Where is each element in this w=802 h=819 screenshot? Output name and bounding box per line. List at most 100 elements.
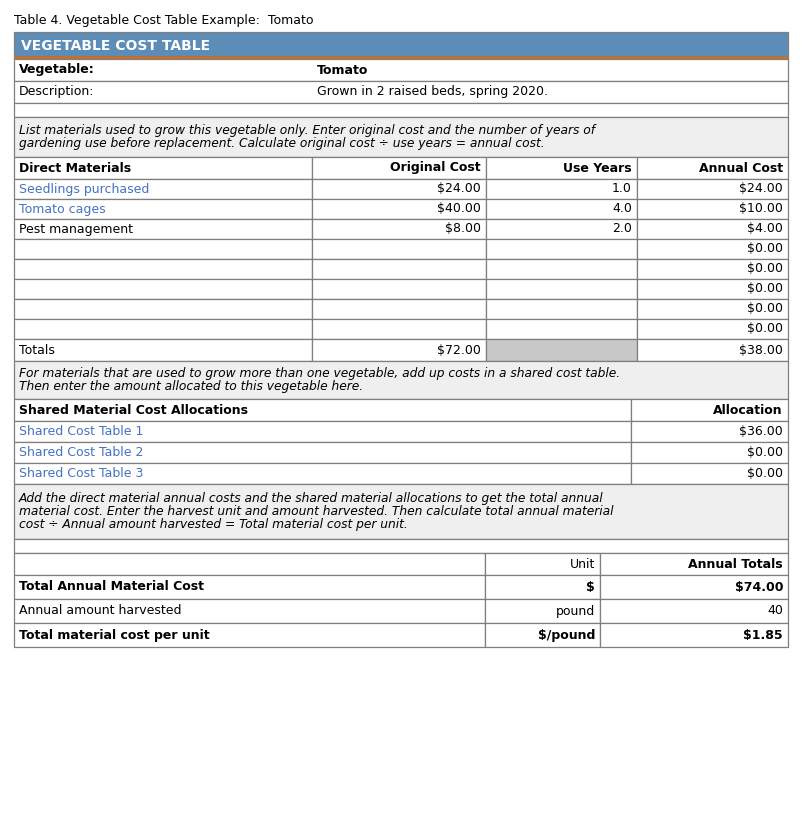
Text: $74.00: $74.00 [735, 581, 783, 594]
Text: Shared Material Cost Allocations: Shared Material Cost Allocations [19, 404, 248, 417]
Bar [14, 117, 788, 157]
Text: pound: pound [556, 604, 595, 618]
Text: $: $ [586, 581, 595, 594]
Bar [637, 239, 788, 259]
Bar [312, 299, 486, 319]
Bar [14, 575, 485, 599]
Text: $1.85: $1.85 [743, 628, 783, 641]
Text: 2.0: 2.0 [612, 223, 632, 236]
Bar [312, 179, 486, 199]
Bar [14, 484, 788, 539]
Bar [486, 319, 637, 339]
Bar [600, 575, 788, 599]
Text: Annual Totals: Annual Totals [688, 558, 783, 571]
Bar [631, 442, 788, 463]
Bar [14, 599, 485, 623]
Bar [14, 539, 788, 553]
Text: Total Annual Material Cost: Total Annual Material Cost [19, 581, 204, 594]
Bar [600, 599, 788, 623]
Bar [14, 623, 485, 647]
Text: $24.00: $24.00 [437, 183, 481, 196]
Text: Shared Cost Table 3: Shared Cost Table 3 [19, 467, 144, 480]
Text: Use Years: Use Years [563, 161, 632, 174]
Text: $0.00: $0.00 [747, 302, 783, 315]
Bar [14, 179, 312, 199]
Text: $8.00: $8.00 [445, 223, 481, 236]
Bar [312, 259, 486, 279]
Bar [637, 299, 788, 319]
Text: List materials used to grow this vegetable only. Enter original cost and the num: List materials used to grow this vegetab… [19, 124, 595, 137]
Bar [486, 239, 637, 259]
Text: Description:: Description: [19, 85, 95, 98]
Bar [637, 179, 788, 199]
Bar [14, 59, 788, 81]
Bar [14, 463, 631, 484]
Bar [14, 421, 631, 442]
Text: $36.00: $36.00 [739, 425, 783, 438]
Text: Table 4. Vegetable Cost Table Example:  Tomato: Table 4. Vegetable Cost Table Example: T… [14, 14, 314, 27]
Text: material cost. Enter the harvest unit and amount harvested. Then calculate total: material cost. Enter the harvest unit an… [19, 505, 614, 518]
Bar [14, 157, 312, 179]
Text: $4.00: $4.00 [747, 223, 783, 236]
Text: $10.00: $10.00 [739, 202, 783, 215]
Bar [637, 339, 788, 361]
Text: Totals: Totals [19, 343, 55, 356]
Bar [486, 157, 637, 179]
Bar [486, 299, 637, 319]
Bar [14, 103, 788, 117]
Text: gardening use before replacement. Calculate original cost ÷ use years = annual c: gardening use before replacement. Calcul… [19, 137, 545, 150]
Text: $38.00: $38.00 [739, 343, 783, 356]
Bar [14, 553, 485, 575]
Bar [631, 399, 788, 421]
Bar [312, 157, 486, 179]
Bar [485, 575, 600, 599]
Bar [486, 199, 637, 219]
Text: Vegetable:: Vegetable: [19, 64, 95, 76]
Bar [14, 279, 312, 299]
Text: Pest management: Pest management [19, 223, 133, 236]
Text: $0.00: $0.00 [747, 323, 783, 336]
Bar [14, 81, 788, 103]
Text: $0.00: $0.00 [747, 446, 783, 459]
Bar [14, 299, 312, 319]
Text: cost ÷ Annual amount harvested = Total material cost per unit.: cost ÷ Annual amount harvested = Total m… [19, 518, 407, 531]
Text: Annual amount harvested: Annual amount harvested [19, 604, 181, 618]
Bar [600, 553, 788, 575]
Text: 4.0: 4.0 [612, 202, 632, 215]
Bar [312, 279, 486, 299]
Bar [312, 239, 486, 259]
Text: Tomato cages: Tomato cages [19, 202, 106, 215]
Bar [600, 623, 788, 647]
Bar [486, 179, 637, 199]
Text: Unit: Unit [569, 558, 595, 571]
Text: Grown in 2 raised beds, spring 2020.: Grown in 2 raised beds, spring 2020. [317, 85, 548, 98]
Bar [631, 421, 788, 442]
Bar [312, 219, 486, 239]
Text: Original Cost: Original Cost [391, 161, 481, 174]
Bar [14, 239, 312, 259]
Text: $0.00: $0.00 [747, 283, 783, 296]
Text: 40: 40 [768, 604, 783, 618]
Text: Total material cost per unit: Total material cost per unit [19, 628, 209, 641]
Text: Shared Cost Table 1: Shared Cost Table 1 [19, 425, 144, 438]
Text: $24.00: $24.00 [739, 183, 783, 196]
Text: Direct Materials: Direct Materials [19, 161, 131, 174]
Bar [485, 623, 600, 647]
Text: $40.00: $40.00 [437, 202, 481, 215]
Bar [14, 199, 312, 219]
Bar [14, 399, 631, 421]
Bar [637, 219, 788, 239]
Text: $0.00: $0.00 [747, 263, 783, 275]
Bar [637, 279, 788, 299]
Text: 1.0: 1.0 [612, 183, 632, 196]
Bar [637, 157, 788, 179]
Bar [312, 199, 486, 219]
Text: Seedlings purchased: Seedlings purchased [19, 183, 149, 196]
Bar [312, 339, 486, 361]
Bar [14, 339, 312, 361]
Bar [486, 279, 637, 299]
Text: Add the direct material annual costs and the shared material allocations to get : Add the direct material annual costs and… [19, 492, 604, 505]
Text: Tomato: Tomato [317, 64, 368, 76]
Bar [485, 553, 600, 575]
Bar [14, 319, 312, 339]
